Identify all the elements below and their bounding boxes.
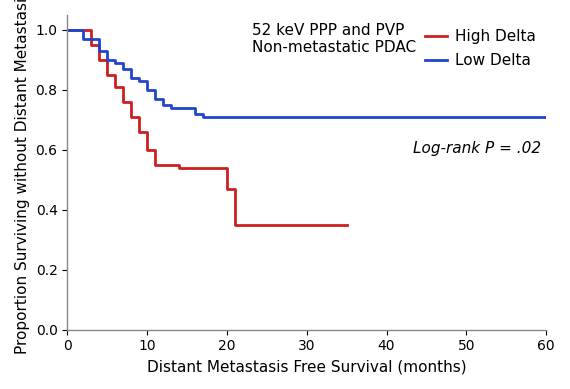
Text: 52 keV PPP and PVP
Non-metastatic PDAC: 52 keV PPP and PVP Non-metastatic PDAC — [252, 23, 416, 55]
X-axis label: Distant Metastasis Free Survival (months): Distant Metastasis Free Survival (months… — [147, 359, 467, 374]
Y-axis label: Proportion Surviving without Distant Metastasis: Proportion Surviving without Distant Met… — [15, 0, 30, 354]
Text: Log-rank P = .02: Log-rank P = .02 — [413, 141, 542, 156]
Legend: High Delta, Low Delta: High Delta, Low Delta — [425, 29, 536, 68]
